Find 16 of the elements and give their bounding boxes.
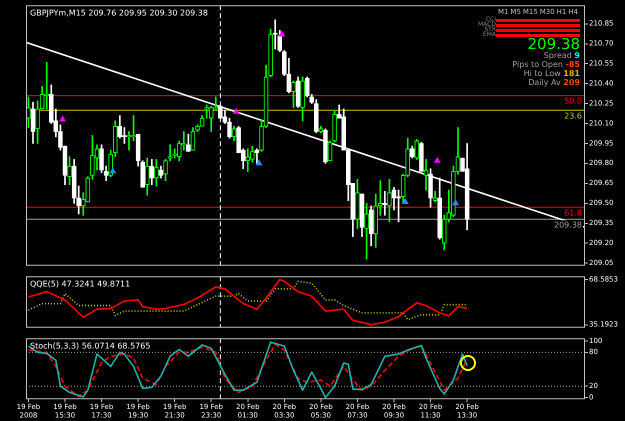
annotation: 181: [563, 69, 580, 78]
annotation: 23.6: [564, 111, 582, 120]
annotation: 61.8: [564, 208, 582, 218]
annotation: Daily Av: [528, 78, 561, 87]
annotation: -85: [566, 60, 580, 69]
annotation: 50.0: [564, 96, 582, 106]
annotation: 9: [574, 51, 580, 60]
annotation: 209: [563, 78, 580, 87]
annotation: Hi to Low: [524, 69, 561, 78]
chart-title: Stoch(5,3,3) 56.0714 68.5765: [30, 341, 150, 350]
annotation: Spread: [544, 51, 572, 60]
chart-title: QQE(5) 47.3241 49.8711: [30, 279, 130, 288]
annotation: 209.38: [526, 35, 580, 53]
chart-title: GBPJPYm,M15 209.76 209.95 209.30 209.38: [30, 8, 208, 18]
annotation: Pips to Open: [512, 60, 563, 69]
ref-line-label: 209.38: [554, 220, 582, 230]
